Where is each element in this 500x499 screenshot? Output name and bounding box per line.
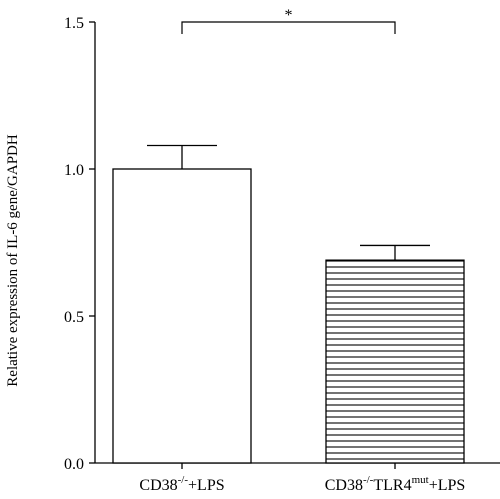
significance-bracket <box>181 21 396 34</box>
y-axis-label: Relative expression of IL-6 gene/GAPDH <box>5 134 21 387</box>
x-tick-label-2: CD38-/-TLR4mut+LPS <box>325 474 466 494</box>
y-tick-label: 1.5 <box>64 15 84 32</box>
x-tick-label-part: +LPS <box>429 477 466 494</box>
y-tick-label: 0.5 <box>64 309 84 326</box>
x-tick-label-1: CD38-/-+LPS <box>139 474 224 494</box>
x-tick-label-part: +LPS <box>188 477 225 494</box>
x-tick-label-part: -/- <box>363 474 374 486</box>
y-tick-label: 0.0 <box>64 456 84 473</box>
x-tick-label-part: -/- <box>178 474 189 486</box>
x-tick-label-part: mut <box>412 474 429 486</box>
bars <box>112 21 465 464</box>
bar-1 <box>112 168 252 464</box>
y-tick-label: 1.0 <box>64 162 84 179</box>
x-tick-label-part: TLR4 <box>373 477 411 494</box>
x-tick-label-part: CD38 <box>139 477 177 494</box>
labels: 0.0 0.5 1.0 1.5 Relative expression of IL-6 … <box>5 7 465 494</box>
significance-label: * <box>285 7 293 24</box>
bar-2 <box>325 259 465 464</box>
x-tick-label-part: CD38 <box>325 477 363 494</box>
